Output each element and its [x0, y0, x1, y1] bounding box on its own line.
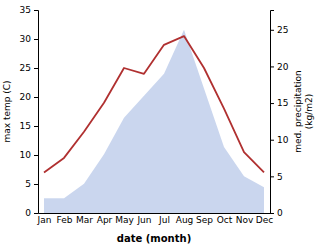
tick: 35	[20, 5, 38, 15]
tick: 30	[20, 34, 38, 44]
tick-mark	[34, 97, 38, 98]
x-axis-line	[39, 213, 271, 214]
tick-label: 5	[277, 172, 283, 182]
tick-mark	[34, 39, 38, 40]
tick-label: 35	[20, 5, 31, 15]
tick-mark	[270, 103, 274, 104]
tick: Apr	[97, 215, 113, 225]
text-line: max temp (C)	[2, 80, 12, 142]
tick: 0	[25, 208, 38, 218]
tick-label: 20	[20, 92, 32, 102]
tick-label: 15	[277, 98, 288, 108]
x-axis: Jan FebMar AprMayJun Jul AugSep OctNovDec	[37, 214, 274, 226]
tick-mark	[34, 155, 38, 156]
tick-label: Aug	[176, 215, 194, 225]
y2-axis-title: med. precipitation(kg/m2)	[293, 70, 314, 152]
tick: May	[115, 215, 134, 225]
tick: 25	[270, 25, 288, 35]
tick-label: Nov	[236, 215, 254, 225]
tick-mark	[270, 213, 274, 214]
tick: Jun	[136, 215, 151, 225]
y-axis: 0 5 10 15 20 25 30 35	[20, 5, 39, 218]
tick-label: 10	[20, 150, 32, 160]
chart: Jan FebMar AprMayJun Jul AugSep OctNovDec 0 5 10…	[0, 0, 318, 247]
tick-label: Dec	[256, 215, 273, 225]
tick-label: 0	[277, 208, 283, 218]
plot-area: Jan FebMar AprMayJun Jul AugSep OctNovDec 0 5 10…	[2, 5, 314, 244]
y2-axis-line	[271, 11, 275, 214]
tick-label: 10	[277, 135, 289, 145]
tick-label: 25	[277, 25, 288, 35]
tick: 15	[20, 121, 38, 131]
tick-label: 5	[25, 179, 31, 189]
tick-label: Mar	[76, 215, 93, 225]
tick: 0	[270, 208, 283, 218]
tick-mark	[34, 213, 38, 214]
tick-label: 30	[20, 34, 32, 44]
tick: Dec	[256, 215, 273, 225]
tick: Mar	[76, 215, 93, 225]
text-line: (kg/m2)	[304, 94, 314, 129]
x-axis-title: date (month)	[117, 233, 191, 244]
tick-mark	[270, 30, 274, 31]
line	[44, 36, 264, 172]
tick-label: Oct	[217, 215, 233, 225]
tick-mark	[34, 184, 38, 185]
tick-mark	[270, 176, 274, 177]
tick-label: Apr	[97, 215, 113, 225]
tick-label: 0	[25, 208, 31, 218]
tick: 5	[270, 172, 283, 182]
tick: 10	[270, 135, 289, 145]
marks	[44, 30, 264, 213]
tick-label: Jan	[37, 215, 52, 225]
tick: 15	[270, 98, 288, 108]
tick: Jan	[37, 215, 52, 225]
tick: 5	[25, 179, 38, 189]
tick-label: May	[115, 215, 134, 225]
y-axis-title: max temp (C)	[2, 80, 12, 142]
tick-mark	[34, 126, 38, 127]
tick: 20	[20, 92, 38, 102]
tick: Sep	[196, 215, 213, 225]
tick-label: Feb	[57, 215, 73, 225]
tick: 20	[270, 62, 289, 72]
text-line: med. precipitation	[293, 70, 303, 152]
tick-label: Jul	[158, 215, 170, 225]
tick-mark	[34, 10, 38, 11]
tick-mark	[34, 68, 38, 69]
tick-mark	[270, 66, 274, 67]
tick-label: Sep	[196, 215, 213, 225]
tick: Jul	[158, 215, 170, 225]
tick: Feb	[57, 215, 73, 225]
tick-mark	[270, 140, 274, 141]
tick: Aug	[176, 215, 194, 225]
y2-axis: 0 5 10 15 20 25	[270, 11, 289, 219]
tick: 10	[20, 150, 38, 160]
tick: Nov	[236, 215, 254, 225]
tick: Oct	[217, 215, 233, 225]
tick-label: 25	[20, 63, 31, 73]
tick-label: 15	[20, 121, 31, 131]
area	[44, 30, 264, 213]
y-axis-line	[34, 11, 39, 214]
tick-label: Jun	[136, 215, 151, 225]
tick-label: 20	[277, 62, 289, 72]
tick: 25	[20, 63, 38, 73]
